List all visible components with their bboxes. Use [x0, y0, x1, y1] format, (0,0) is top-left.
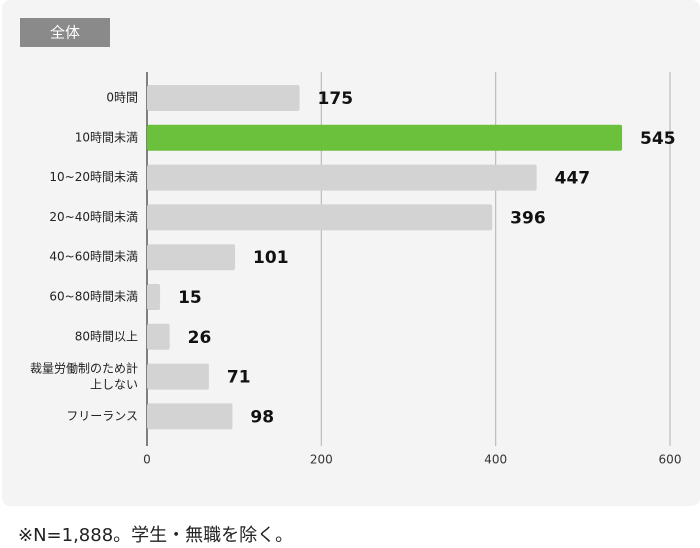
value-label: 15 [178, 288, 202, 308]
x-tick-label: 600 [659, 453, 682, 467]
bar [147, 85, 300, 111]
x-tick-label: 200 [310, 453, 333, 467]
bar [147, 403, 233, 430]
badge: 全体 [50, 24, 80, 42]
value-label: 98 [250, 407, 274, 427]
value-label: 101 [253, 248, 289, 268]
y-tick-label: 0時間 [106, 91, 138, 105]
x-tick-label: 400 [484, 453, 507, 467]
y-tick-label: 40~60時間未満 [49, 250, 138, 264]
value-label: 71 [227, 368, 251, 388]
y-tick-label: 20~40時間未満 [49, 210, 138, 224]
value-label: 545 [640, 129, 676, 149]
bar [147, 323, 170, 350]
value-label: 175 [318, 89, 354, 109]
y-tick-label: フリーランス [66, 409, 138, 423]
bar [147, 164, 537, 191]
value-label: 447 [555, 169, 591, 189]
y-tick-label: 60~80時間未満 [49, 290, 138, 304]
bar [147, 124, 623, 151]
x-tick-label: 0 [143, 453, 151, 467]
y-tick-label: 裁量労働制のため計上しない [30, 360, 138, 391]
footnote: ※N=1,888。学生・無職を除く。 [18, 525, 293, 544]
bar [147, 204, 493, 231]
y-tick-label: 80時間以上 [75, 329, 138, 343]
y-tick-label: 10~20時間未満 [49, 170, 138, 184]
value-label: 26 [188, 328, 212, 348]
bar [147, 363, 209, 390]
bar [147, 244, 236, 271]
badge-bg [20, 18, 110, 47]
bar [147, 284, 161, 310]
value-label: 396 [510, 208, 546, 228]
y-tick-label: 10時間未満 [75, 130, 138, 144]
